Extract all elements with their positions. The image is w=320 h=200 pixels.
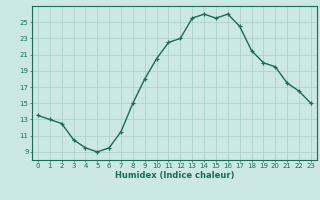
X-axis label: Humidex (Indice chaleur): Humidex (Indice chaleur) [115, 171, 234, 180]
